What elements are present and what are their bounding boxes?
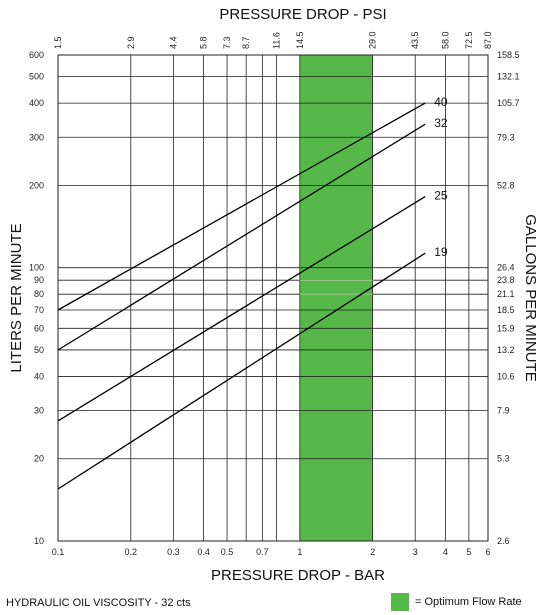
y-tick-label: 300 xyxy=(29,132,44,142)
series-line-25 xyxy=(57,196,426,422)
x-tick-label: 0.1 xyxy=(52,547,65,557)
x-top-tick-label: 4.4 xyxy=(168,36,178,49)
y-tick-label: 100 xyxy=(29,263,44,273)
y-tick-label: 200 xyxy=(29,180,44,190)
y-axis-title-left: LITERS PER MINUTE xyxy=(8,223,25,372)
x-tick-label: 4 xyxy=(443,547,448,557)
series-label-25: 25 xyxy=(434,189,448,203)
x-top-tick-label: 2.9 xyxy=(126,36,136,49)
legend-swatch xyxy=(391,593,409,611)
y-tick-label: 70 xyxy=(34,305,44,315)
x-top-tick-label: 29.0 xyxy=(368,31,378,49)
series-line-40 xyxy=(57,102,426,311)
y-tick-label: 600 xyxy=(29,50,44,60)
y-tick-label: 90 xyxy=(34,275,44,285)
y-right-tick-label: 13.2 xyxy=(497,345,515,355)
x-top-tick-label: 7.3 xyxy=(222,36,232,49)
y-tick-label: 60 xyxy=(34,323,44,333)
chart-top-axis-title: PRESSURE DROP - PSI xyxy=(219,6,386,23)
x-tick-label: 0.3 xyxy=(167,547,180,557)
x-tick-label: 5 xyxy=(466,547,471,557)
y-tick-label: 30 xyxy=(34,406,44,416)
series-label-40: 40 xyxy=(434,95,448,109)
y-right-tick-label: 132.1 xyxy=(497,72,520,82)
x-tick-label: 0.2 xyxy=(125,547,138,557)
x-top-tick-label: 5.8 xyxy=(199,36,209,49)
x-tick-label: 0.7 xyxy=(256,547,269,557)
x-top-tick-label: 87.0 xyxy=(483,31,493,49)
y-right-tick-label: 158.5 xyxy=(497,50,520,60)
x-tick-label: 3 xyxy=(413,547,418,557)
x-tick-label: 2 xyxy=(370,547,375,557)
y-tick-label: 10 xyxy=(34,536,44,546)
y-right-tick-label: 23.8 xyxy=(497,275,515,285)
optimum-flow-band xyxy=(299,55,373,541)
y-tick-label: 500 xyxy=(29,72,44,82)
y-tick-label: 80 xyxy=(34,289,44,299)
y-tick-label: 50 xyxy=(34,345,44,355)
y-right-tick-label: 26.4 xyxy=(497,263,515,273)
y-axis-title-right: GALLONS PER MINUTE xyxy=(522,214,539,382)
x-tick-label: 6 xyxy=(485,547,490,557)
x-top-tick-label: 58.0 xyxy=(440,31,450,49)
x-top-tick-label: 43.5 xyxy=(410,31,420,49)
y-right-tick-label: 7.9 xyxy=(497,406,510,416)
y-right-tick-label: 2.6 xyxy=(497,536,510,546)
y-tick-label: 400 xyxy=(29,98,44,108)
series-label-32: 32 xyxy=(434,116,448,130)
x-top-tick-label: 8.7 xyxy=(241,36,251,49)
y-tick-label: 20 xyxy=(34,454,44,464)
y-right-tick-label: 79.3 xyxy=(497,132,515,142)
x-top-tick-label: 11.6 xyxy=(271,32,281,49)
y-right-tick-label: 5.3 xyxy=(497,454,510,464)
y-right-tick-label: 18.5 xyxy=(497,305,515,315)
x-top-tick-label: 1.5 xyxy=(53,36,63,49)
series-line-19 xyxy=(57,252,426,490)
legend: = Optimum Flow Rate xyxy=(391,593,522,611)
x-tick-label: 1 xyxy=(297,547,302,557)
x-top-tick-label: 72.5 xyxy=(464,31,474,49)
x-tick-label: 0.5 xyxy=(221,547,234,557)
series-line-32 xyxy=(57,123,426,351)
x-tick-label: 0.4 xyxy=(197,547,210,557)
y-right-tick-label: 15.9 xyxy=(497,323,515,333)
y-tick-label: 40 xyxy=(34,371,44,381)
series-label-19: 19 xyxy=(434,245,448,259)
x-top-tick-label: 14.5 xyxy=(295,31,305,49)
plot-frame xyxy=(57,54,489,542)
y-right-tick-label: 52.8 xyxy=(497,180,515,190)
x-axis-title: PRESSURE DROP - BAR xyxy=(211,567,385,584)
y-right-tick-label: 105.7 xyxy=(497,98,520,108)
y-right-tick-label: 21.1 xyxy=(497,289,515,299)
legend-label: = Optimum Flow Rate xyxy=(415,596,522,608)
y-right-tick-label: 10.6 xyxy=(497,371,515,381)
viscosity-note: HYDRAULIC OIL VISCOSITY - 32 cts xyxy=(6,597,191,609)
